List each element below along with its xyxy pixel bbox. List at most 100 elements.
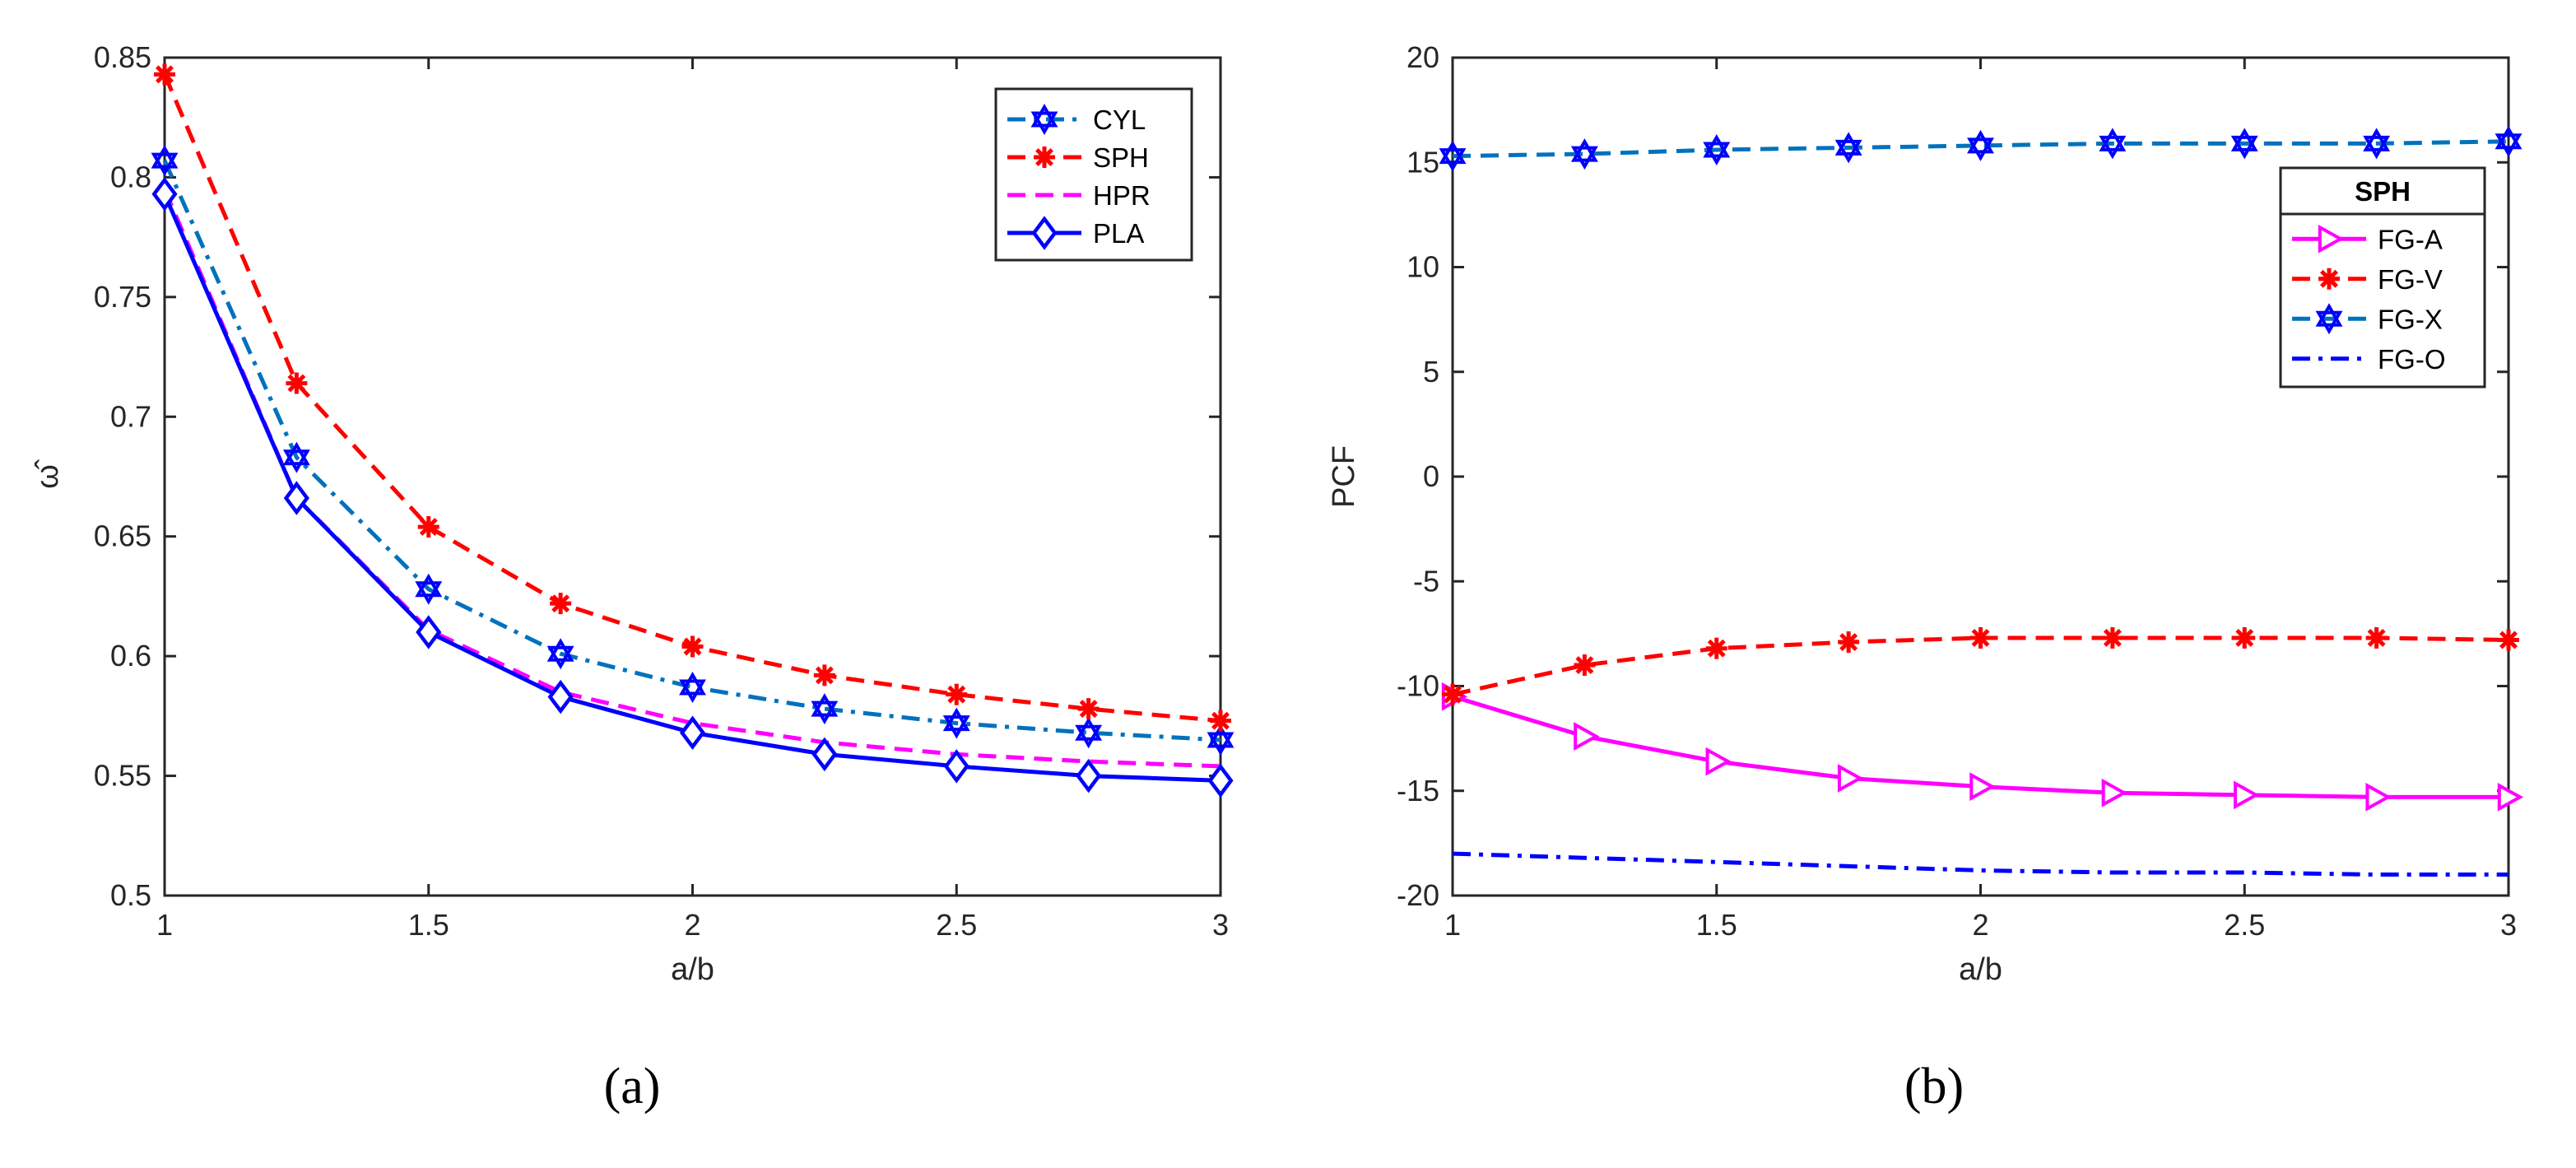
x-tick-label: 2 — [1972, 908, 1988, 942]
x-tick-label: 3 — [1212, 908, 1229, 942]
legend-item-sph: SPH — [1007, 142, 1149, 173]
y-tick-label: 0.75 — [94, 280, 151, 314]
series-fg-x — [1439, 125, 2523, 172]
legend-item-pla: PLA — [1007, 216, 1144, 250]
data-point — [1075, 717, 1103, 749]
data-point — [2365, 782, 2392, 812]
data-point — [2234, 780, 2260, 810]
y-tick-label: 15 — [1407, 145, 1439, 179]
x-tick-label: 1 — [156, 908, 173, 942]
y-tick-label: 10 — [1407, 250, 1439, 284]
data-point — [1837, 764, 1864, 793]
data-point — [1207, 724, 1235, 756]
data-point — [416, 615, 442, 649]
series-line — [1452, 139, 2509, 159]
data-point — [1076, 758, 1102, 793]
series-fg-a — [1441, 682, 2524, 812]
data-point — [943, 749, 969, 784]
data-point — [2363, 128, 2391, 160]
data-point — [550, 593, 572, 615]
x-tick-label: 1 — [1444, 908, 1461, 942]
legend-item-fg-a: FG-A — [2292, 224, 2443, 254]
y-tick-label: -10 — [1397, 669, 1439, 703]
legend-item-fg-x: FG-X — [2292, 303, 2443, 335]
y-tick-label: 5 — [1423, 355, 1439, 389]
y-tick-label: -5 — [1413, 564, 1439, 598]
legend: SPH FG-A FG-V FG-X FG-O — [2279, 166, 2486, 389]
series-line — [1452, 851, 2509, 877]
y-tick-label: 0.7 — [110, 399, 151, 433]
legend-item-hpr: HPR — [1007, 180, 1151, 211]
series-cyl — [151, 145, 1235, 756]
legend-marker — [1034, 147, 1055, 168]
y-tick-label: 0.55 — [94, 759, 151, 793]
data-point — [1834, 132, 1862, 164]
x-tick-label: 1.5 — [408, 908, 449, 942]
data-point — [151, 177, 178, 212]
data-point — [1705, 747, 1732, 776]
legend-label: FG-O — [2378, 344, 2445, 375]
legend-item-fg-o: FG-O — [2292, 344, 2445, 375]
data-point — [946, 683, 968, 705]
legend-label: HPR — [1093, 180, 1151, 211]
data-point — [417, 516, 439, 538]
data-point — [1570, 138, 1598, 170]
data-point — [1077, 698, 1100, 720]
data-point — [1967, 129, 1994, 161]
data-point — [2234, 626, 2256, 649]
data-point — [681, 635, 704, 658]
x-tick-label: 2 — [684, 908, 700, 942]
legend-label: SPH — [1093, 142, 1149, 173]
data-point — [286, 372, 308, 394]
data-point — [415, 573, 443, 605]
legend-label: FG-X — [2378, 304, 2443, 334]
data-point — [546, 638, 574, 670]
data-point — [811, 693, 839, 725]
data-point — [283, 481, 309, 515]
y-axis-label: PCF — [1327, 445, 1361, 508]
series-fg-v — [1442, 626, 2519, 705]
y-tick-label: -20 — [1397, 878, 1439, 912]
data-point — [813, 664, 835, 686]
data-point — [2230, 128, 2258, 160]
data-point — [2099, 128, 2127, 160]
data-point — [942, 707, 970, 739]
x-tick-label: 2.5 — [936, 908, 977, 942]
series-pla — [151, 177, 1234, 798]
y-tick-label: 0.85 — [94, 40, 151, 74]
data-point — [2365, 626, 2388, 649]
y-tick-label: 20 — [1407, 40, 1439, 74]
legend-marker — [1030, 103, 1058, 136]
data-point — [811, 737, 838, 772]
y-tick-label: 0.5 — [110, 878, 151, 912]
legend: CYL SPH HPR PLA — [994, 87, 1193, 262]
data-point — [1574, 654, 1596, 677]
data-point — [1574, 722, 1600, 751]
data-point — [2498, 629, 2519, 651]
legend-marker — [2315, 303, 2343, 335]
data-point — [2101, 626, 2123, 649]
data-point — [1442, 683, 1463, 705]
x-tick-label: 1.5 — [1696, 908, 1737, 942]
y-tick-label: 0.8 — [110, 160, 151, 193]
data-point — [154, 63, 175, 86]
data-point — [2101, 778, 2127, 807]
legend-marker — [2318, 224, 2345, 254]
panel-caption: (b) — [1904, 1059, 1964, 1114]
legend-marker — [2318, 268, 2340, 290]
data-point — [679, 671, 706, 703]
legend-box — [2279, 166, 2486, 389]
x-axis-label: a/b — [1959, 952, 2002, 987]
data-point — [1838, 631, 1860, 654]
chart-b: 1 1.5 2 2.5 3 -20 -15 -10 -5 0 5 10 15 20 a/b PCF SPH FG-… — [1327, 40, 2524, 1114]
x-tick-label: 2.5 — [2224, 908, 2265, 942]
data-point — [1969, 772, 1996, 802]
data-point — [1439, 140, 1467, 172]
data-point — [2497, 782, 2524, 812]
series-fg-o — [1452, 851, 2509, 877]
data-point — [547, 679, 574, 714]
legend-label: FG-V — [2378, 264, 2443, 295]
legend-label: PLA — [1093, 218, 1144, 249]
x-tick-label: 3 — [2500, 908, 2517, 942]
